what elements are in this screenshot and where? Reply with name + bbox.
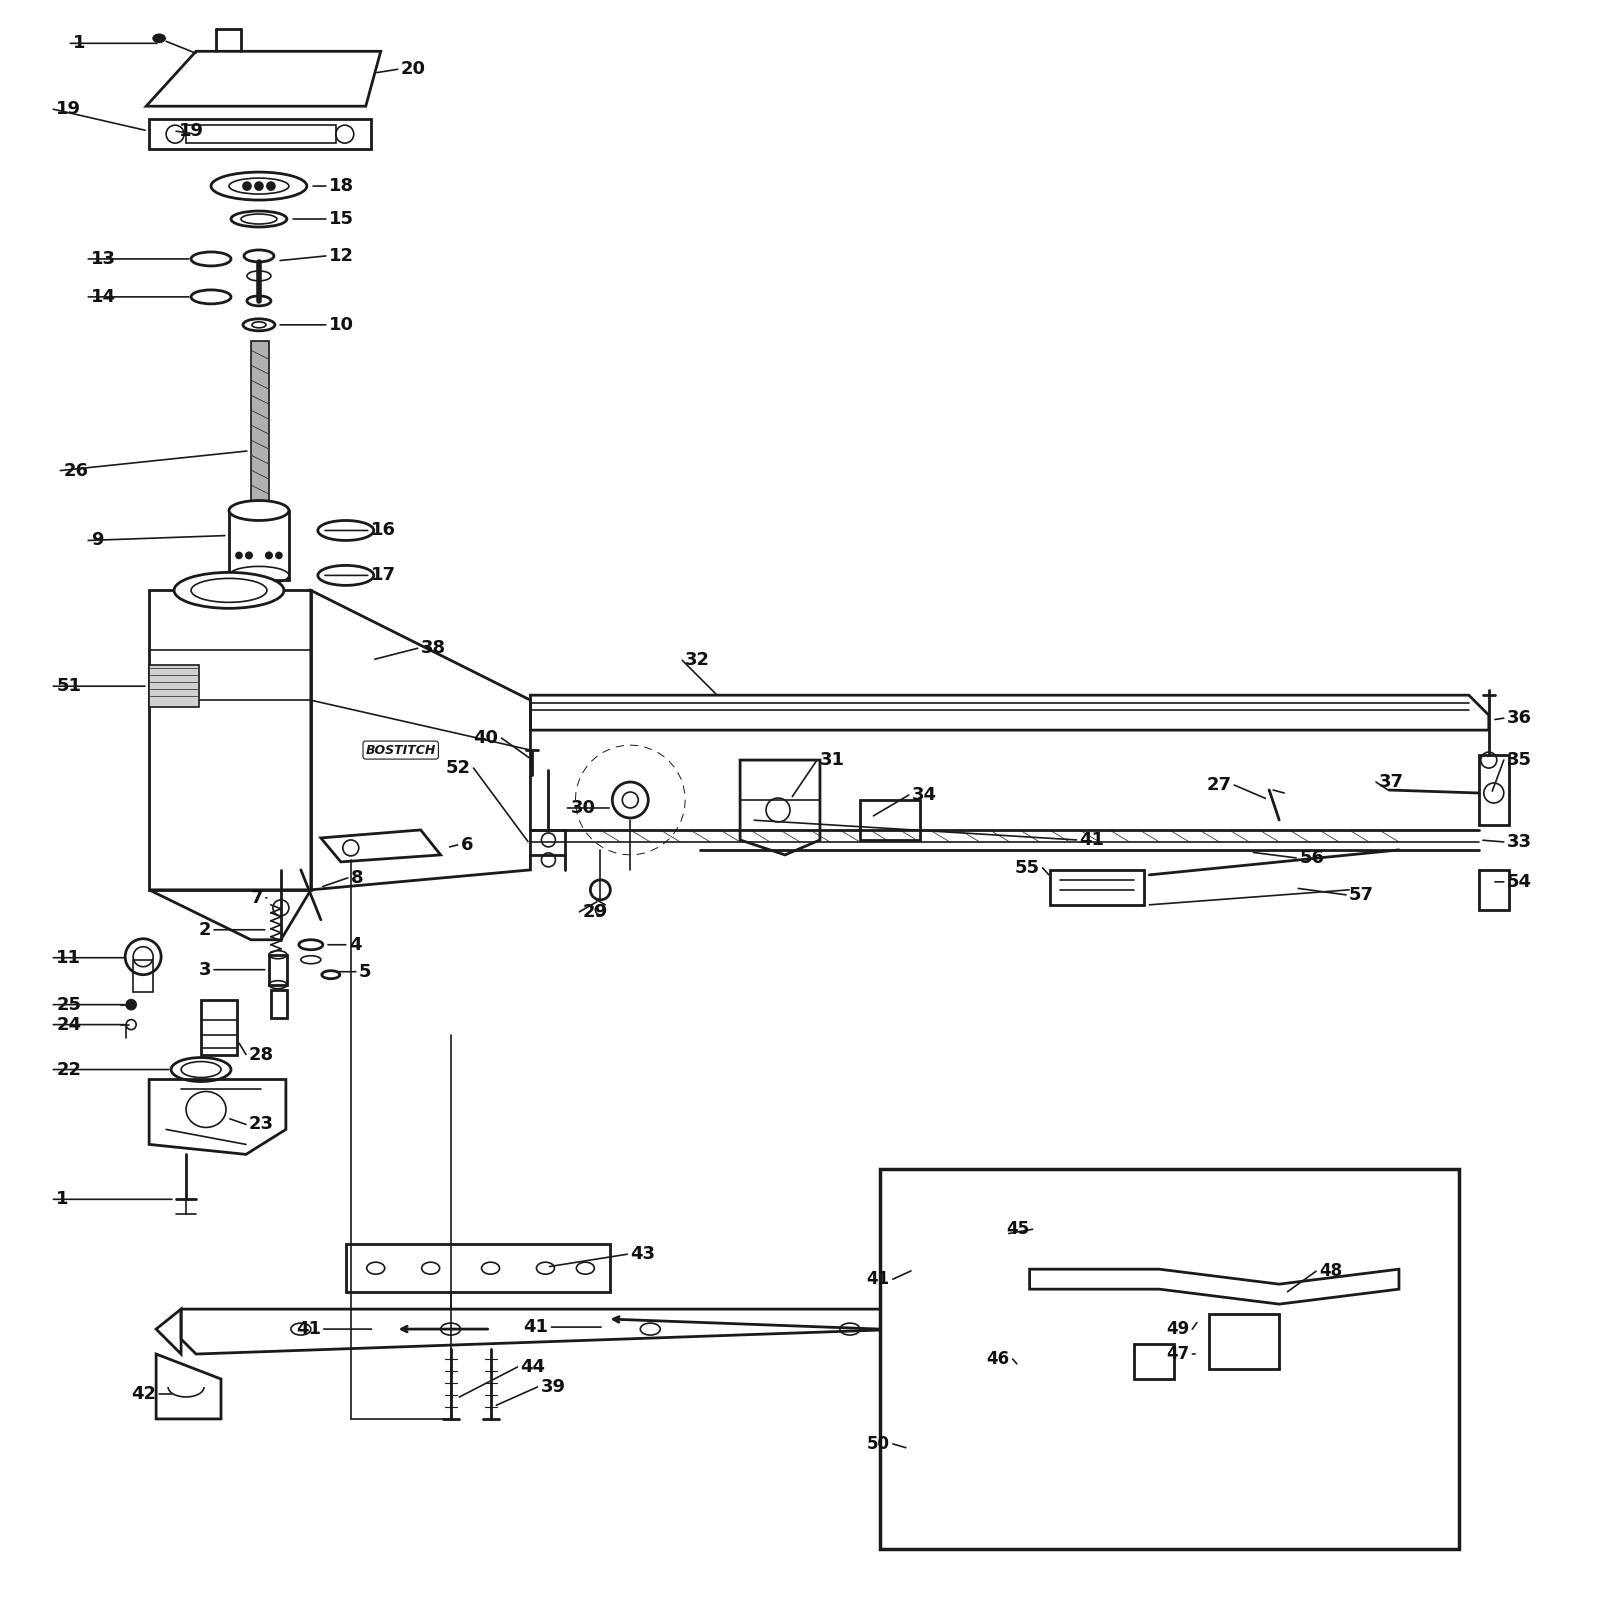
Text: 37: 37 <box>1379 773 1403 790</box>
Text: 44: 44 <box>520 1358 546 1376</box>
Text: 34: 34 <box>912 786 938 805</box>
Bar <box>202 1000 237 1054</box>
Ellipse shape <box>266 552 272 558</box>
Text: 12: 12 <box>330 246 354 266</box>
Ellipse shape <box>229 501 290 520</box>
Ellipse shape <box>154 34 165 42</box>
Text: 43: 43 <box>630 1245 656 1264</box>
Text: 25: 25 <box>56 995 82 1014</box>
Text: 27: 27 <box>1206 776 1232 794</box>
Text: 42: 42 <box>131 1386 157 1403</box>
Text: 19: 19 <box>56 101 82 118</box>
Text: 26: 26 <box>64 461 88 480</box>
Text: 32: 32 <box>685 651 710 669</box>
Text: 30: 30 <box>570 798 595 818</box>
Text: 11: 11 <box>56 949 82 966</box>
Ellipse shape <box>254 182 262 190</box>
Text: 24: 24 <box>56 1016 82 1034</box>
Text: 28: 28 <box>250 1045 274 1064</box>
Text: 31: 31 <box>819 750 845 770</box>
Text: 49: 49 <box>1166 1320 1189 1338</box>
Bar <box>1478 870 1509 910</box>
Text: 45: 45 <box>1006 1221 1030 1238</box>
Ellipse shape <box>275 552 282 558</box>
Ellipse shape <box>174 573 283 608</box>
Text: 13: 13 <box>91 250 117 267</box>
Text: 15: 15 <box>330 210 354 229</box>
Text: 41: 41 <box>1080 830 1104 850</box>
Text: 52: 52 <box>445 758 470 778</box>
Text: 51: 51 <box>56 677 82 694</box>
Text: 39: 39 <box>541 1378 565 1395</box>
Text: 2: 2 <box>198 920 211 939</box>
Ellipse shape <box>266 552 272 558</box>
Text: 4: 4 <box>349 936 362 954</box>
Text: 50: 50 <box>867 1435 890 1453</box>
Text: 57: 57 <box>1349 886 1374 904</box>
Text: 36: 36 <box>1507 709 1531 726</box>
Text: 17: 17 <box>371 566 395 584</box>
Text: 23: 23 <box>250 1115 274 1133</box>
Text: 8: 8 <box>350 869 363 886</box>
Bar <box>270 990 286 1018</box>
Text: 48: 48 <box>1318 1262 1342 1280</box>
Text: 35: 35 <box>1507 750 1531 770</box>
Text: 38: 38 <box>421 640 446 658</box>
Text: 19: 19 <box>179 122 205 141</box>
Text: 10: 10 <box>330 315 354 334</box>
Bar <box>1478 755 1509 826</box>
Bar <box>1050 870 1144 906</box>
Ellipse shape <box>235 552 242 558</box>
Text: 5: 5 <box>358 963 371 981</box>
Text: 41: 41 <box>296 1320 322 1338</box>
Bar <box>346 1245 610 1293</box>
Text: 3: 3 <box>198 960 211 979</box>
Text: BOSTITCH: BOSTITCH <box>365 744 435 757</box>
Text: 41: 41 <box>867 1270 890 1288</box>
Ellipse shape <box>243 182 251 190</box>
Text: 14: 14 <box>91 288 117 306</box>
Bar <box>149 666 198 707</box>
Text: 7: 7 <box>251 890 262 907</box>
Ellipse shape <box>267 182 275 190</box>
Text: 9: 9 <box>91 531 104 549</box>
Text: 54: 54 <box>1507 874 1531 891</box>
Ellipse shape <box>246 552 251 558</box>
Text: 46: 46 <box>987 1350 1010 1368</box>
Text: 29: 29 <box>582 902 608 922</box>
Ellipse shape <box>126 1000 136 1010</box>
Text: 22: 22 <box>56 1061 82 1078</box>
Text: 6: 6 <box>461 835 474 854</box>
Text: 16: 16 <box>371 522 395 539</box>
Text: 47: 47 <box>1166 1346 1189 1363</box>
Bar <box>880 1170 1459 1549</box>
Ellipse shape <box>246 552 251 558</box>
Ellipse shape <box>1237 1282 1253 1298</box>
Text: 41: 41 <box>523 1318 549 1336</box>
Bar <box>133 960 154 992</box>
Text: 56: 56 <box>1299 850 1325 867</box>
Text: 1: 1 <box>56 1190 69 1208</box>
Text: 33: 33 <box>1507 834 1531 851</box>
Text: 20: 20 <box>400 61 426 78</box>
Bar <box>269 955 286 984</box>
Bar <box>229 510 290 581</box>
Ellipse shape <box>342 840 358 856</box>
Text: 18: 18 <box>330 178 354 195</box>
Bar <box>251 341 269 510</box>
Text: 40: 40 <box>474 730 499 747</box>
Text: 1: 1 <box>74 34 86 53</box>
Text: 55: 55 <box>1014 859 1040 877</box>
